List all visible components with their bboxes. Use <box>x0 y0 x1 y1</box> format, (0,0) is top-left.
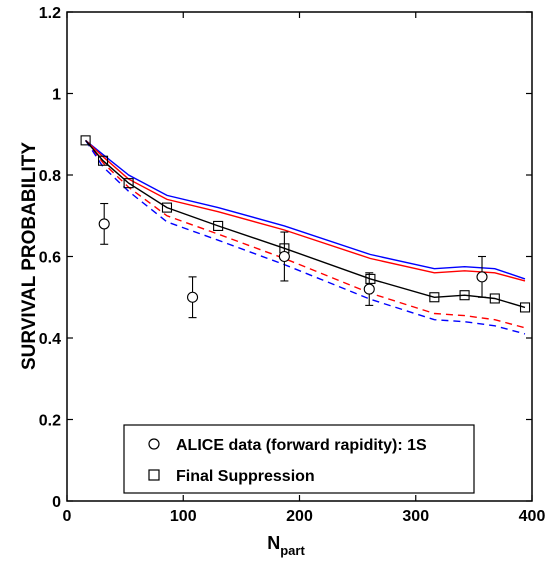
alice-data-point <box>278 250 290 263</box>
alice-data-point <box>476 271 488 283</box>
final-suppression-point <box>123 178 134 189</box>
alice-data-point <box>98 218 110 230</box>
alice-data-point <box>363 283 375 295</box>
x-axis-label-main: N <box>267 533 280 553</box>
x-axis-label: Npart <box>267 533 305 558</box>
final-suppression-point <box>213 220 224 231</box>
legend-circle-marker <box>148 438 160 450</box>
final-suppression-point <box>429 292 440 303</box>
y-tick-label: 0.8 <box>39 168 61 185</box>
x-tick-label: 400 <box>519 508 546 525</box>
blue-solid-curve <box>85 139 526 280</box>
final-suppression-point <box>80 135 91 146</box>
x-tick-label: 0 <box>63 508 72 525</box>
final-suppression-point <box>97 155 109 166</box>
y-tick-label: 0.6 <box>39 250 61 267</box>
y-axis-label: SURVIVAL PROBABILITY <box>19 142 40 370</box>
final-suppression-point <box>519 302 531 313</box>
final-suppression-point <box>459 290 470 301</box>
y-tick-label: 1.2 <box>39 5 61 22</box>
ticks-layer: 0 100 200 300 400 0 0.2 0.4 0.6 0.8 1 1.2 <box>39 5 546 525</box>
legend-box <box>123 424 475 494</box>
legend-label-alice: ALICE data (forward rapidity): 1S <box>176 437 427 454</box>
y-tick-label: 0.2 <box>39 413 61 430</box>
series-layer <box>80 135 531 335</box>
legend: ALICE data (forward rapidity): 1S Final … <box>123 424 475 494</box>
x-tick-label: 200 <box>286 508 313 525</box>
legend-label-final: Final Suppression <box>176 468 315 485</box>
final-suppression-point <box>489 293 500 304</box>
final-suppression-point <box>161 202 173 213</box>
legend-square-marker <box>148 469 160 481</box>
y-tick-label: 0 <box>52 494 61 511</box>
y-tick-label: 0.4 <box>39 331 61 348</box>
alice-data-point <box>187 291 199 303</box>
final-suppression-point <box>365 273 376 284</box>
x-tick-label: 300 <box>402 508 429 525</box>
y-tick-label: 1 <box>52 87 61 104</box>
x-axis-label-subscript: part <box>280 543 305 558</box>
x-tick-label: 100 <box>170 508 197 525</box>
red-solid-curve <box>85 139 526 282</box>
final-suppression-line <box>85 139 526 309</box>
red-dashed-curve <box>85 139 526 329</box>
